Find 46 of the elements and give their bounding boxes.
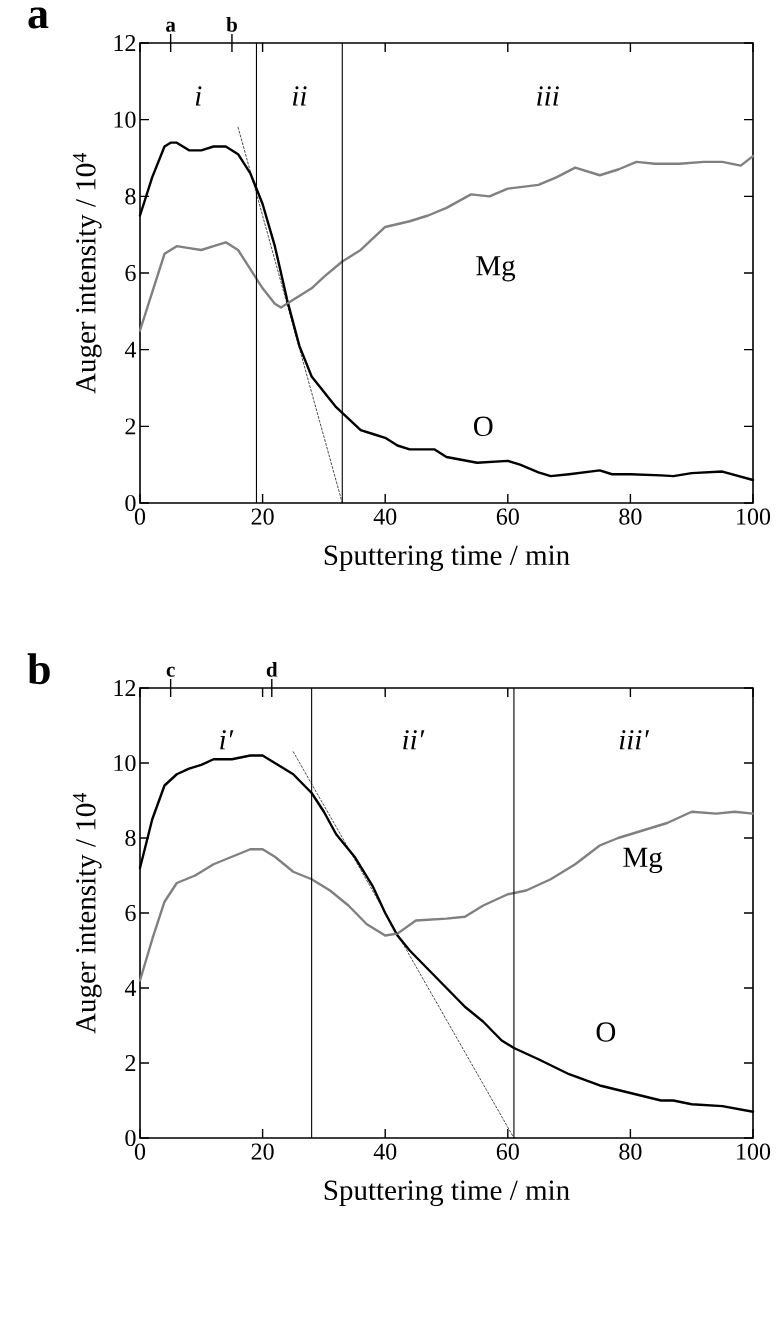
x-tick-label: 60 bbox=[496, 1143, 519, 1160]
y-tick-label: 2 bbox=[125, 418, 136, 435]
series-label: Mg bbox=[623, 847, 663, 874]
y-tick-label: 4 bbox=[124, 980, 137, 996]
x-axis-title: Sputtering time / min bbox=[324, 1180, 570, 1207]
x-tick-label: 100 bbox=[737, 508, 771, 525]
y-tick-label: 12 bbox=[114, 680, 136, 696]
y-tick-label: 8 bbox=[125, 188, 136, 205]
x-tick-label: 20 bbox=[251, 508, 274, 525]
ref-line-label: d bbox=[266, 662, 278, 677]
line-series bbox=[138, 154, 755, 332]
x-tick-label: 60 bbox=[496, 508, 519, 525]
ref-line-label: b bbox=[226, 17, 237, 32]
y-tick-label: 12 bbox=[114, 35, 136, 51]
x-tick-label: 80 bbox=[619, 508, 642, 525]
chart-title: a bbox=[28, 7, 49, 29]
y-tick-label: 6 bbox=[125, 264, 136, 282]
y-tick-label: 8 bbox=[125, 829, 136, 847]
x-axis-title: Sputtering time / min bbox=[324, 545, 570, 572]
x-tick-label: 40 bbox=[373, 1143, 397, 1160]
y-tick-label: 0 bbox=[125, 1129, 136, 1147]
annotation: iii bbox=[537, 86, 559, 106]
annotation: iii′ bbox=[619, 730, 650, 750]
series-label: Mg bbox=[476, 256, 516, 282]
y-tick-label: 10 bbox=[114, 111, 136, 128]
annotation: i bbox=[195, 86, 202, 106]
annotation: ii bbox=[292, 86, 307, 106]
x-tick-label: 20 bbox=[251, 1143, 274, 1160]
y-tick-label: 0 bbox=[125, 494, 136, 512]
y-tick-label: 4 bbox=[124, 341, 137, 358]
annotation: i′ bbox=[220, 730, 234, 750]
chart-title: b bbox=[27, 653, 50, 685]
ref-line-label: a bbox=[166, 21, 176, 32]
line-series bbox=[138, 810, 755, 982]
annotation: ii′ bbox=[403, 730, 425, 750]
y-axis-title: Auger intensity / 10$^{4}$ bbox=[72, 152, 102, 394]
x-tick-label: 100 bbox=[737, 1143, 771, 1160]
series-label: O bbox=[474, 416, 493, 437]
x-tick-label: 80 bbox=[619, 1143, 642, 1160]
ref-line-label: c bbox=[166, 666, 175, 677]
y-tick-label: 6 bbox=[125, 904, 136, 922]
y-axis-title: Auger intensity / 10$^{4}$ bbox=[72, 792, 102, 1034]
x-tick-label: 40 bbox=[373, 508, 397, 525]
y-tick-label: 10 bbox=[114, 754, 136, 772]
series-label: O bbox=[596, 1022, 616, 1042]
y-tick-label: 2 bbox=[125, 1055, 136, 1071]
